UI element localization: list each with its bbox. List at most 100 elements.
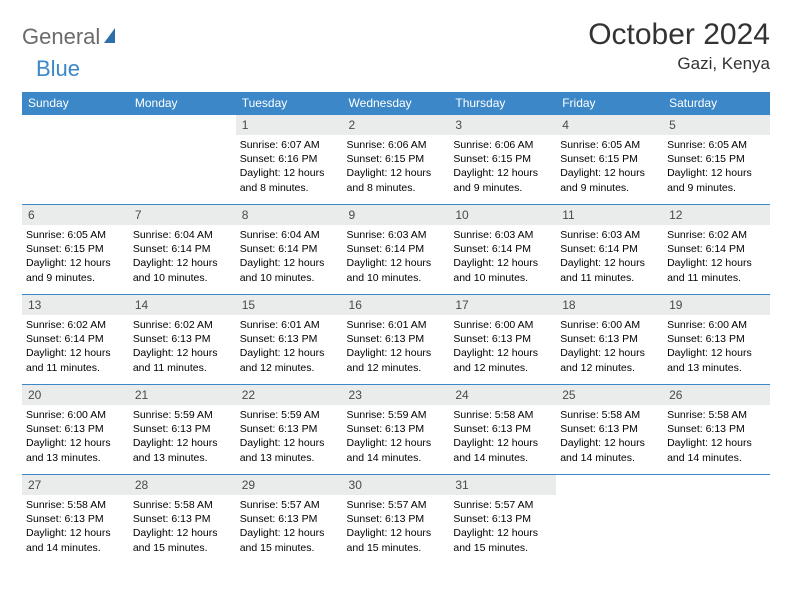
day-details: Sunrise: 6:03 AMSunset: 6:14 PMDaylight:… <box>449 225 556 288</box>
calendar-day-cell: 19Sunrise: 6:00 AMSunset: 6:13 PMDayligh… <box>663 295 770 385</box>
day-number: 15 <box>236 295 343 315</box>
day-number: 13 <box>22 295 129 315</box>
day-number: 26 <box>663 385 770 405</box>
day-details: Sunrise: 6:01 AMSunset: 6:13 PMDaylight:… <box>236 315 343 378</box>
day-header: Saturday <box>663 92 770 115</box>
calendar-table: SundayMondayTuesdayWednesdayThursdayFrid… <box>22 92 770 565</box>
calendar-day-cell: 12Sunrise: 6:02 AMSunset: 6:14 PMDayligh… <box>663 205 770 295</box>
day-number: 7 <box>129 205 236 225</box>
calendar-day-cell: 17Sunrise: 6:00 AMSunset: 6:13 PMDayligh… <box>449 295 556 385</box>
calendar-day-cell: 1Sunrise: 6:07 AMSunset: 6:16 PMDaylight… <box>236 115 343 205</box>
day-details: Sunrise: 6:00 AMSunset: 6:13 PMDaylight:… <box>663 315 770 378</box>
day-number: 1 <box>236 115 343 135</box>
calendar-day-cell: 23Sunrise: 5:59 AMSunset: 6:13 PMDayligh… <box>343 385 450 475</box>
day-header: Thursday <box>449 92 556 115</box>
calendar-day-cell: 18Sunrise: 6:00 AMSunset: 6:13 PMDayligh… <box>556 295 663 385</box>
calendar-day-cell: 29Sunrise: 5:57 AMSunset: 6:13 PMDayligh… <box>236 475 343 565</box>
day-number: 6 <box>22 205 129 225</box>
calendar-day-cell: .. <box>129 115 236 205</box>
calendar-day-cell: 13Sunrise: 6:02 AMSunset: 6:14 PMDayligh… <box>22 295 129 385</box>
calendar-week-row: 13Sunrise: 6:02 AMSunset: 6:14 PMDayligh… <box>22 295 770 385</box>
day-number: 20 <box>22 385 129 405</box>
day-details: Sunrise: 6:05 AMSunset: 6:15 PMDaylight:… <box>556 135 663 198</box>
calendar-day-cell: 14Sunrise: 6:02 AMSunset: 6:13 PMDayligh… <box>129 295 236 385</box>
day-number: 9 <box>343 205 450 225</box>
logo: General <box>22 18 124 50</box>
day-details: Sunrise: 5:58 AMSunset: 6:13 PMDaylight:… <box>556 405 663 468</box>
day-number: 22 <box>236 385 343 405</box>
day-number: 18 <box>556 295 663 315</box>
calendar-week-row: ....1Sunrise: 6:07 AMSunset: 6:16 PMDayl… <box>22 115 770 205</box>
day-number: 24 <box>449 385 556 405</box>
day-details: Sunrise: 5:58 AMSunset: 6:13 PMDaylight:… <box>129 495 236 558</box>
calendar-day-cell: 11Sunrise: 6:03 AMSunset: 6:14 PMDayligh… <box>556 205 663 295</box>
day-details: Sunrise: 6:00 AMSunset: 6:13 PMDaylight:… <box>556 315 663 378</box>
day-details: Sunrise: 6:04 AMSunset: 6:14 PMDaylight:… <box>129 225 236 288</box>
day-number: 3 <box>449 115 556 135</box>
calendar-day-cell: 5Sunrise: 6:05 AMSunset: 6:15 PMDaylight… <box>663 115 770 205</box>
calendar-day-cell: 9Sunrise: 6:03 AMSunset: 6:14 PMDaylight… <box>343 205 450 295</box>
day-details: Sunrise: 5:58 AMSunset: 6:13 PMDaylight:… <box>663 405 770 468</box>
day-number: 30 <box>343 475 450 495</box>
day-details: Sunrise: 5:57 AMSunset: 6:13 PMDaylight:… <box>449 495 556 558</box>
calendar-day-cell: 27Sunrise: 5:58 AMSunset: 6:13 PMDayligh… <box>22 475 129 565</box>
day-number: 17 <box>449 295 556 315</box>
calendar-body: ....1Sunrise: 6:07 AMSunset: 6:16 PMDayl… <box>22 115 770 565</box>
calendar-day-cell: 31Sunrise: 5:57 AMSunset: 6:13 PMDayligh… <box>449 475 556 565</box>
calendar-day-cell: .. <box>556 475 663 565</box>
day-number: 21 <box>129 385 236 405</box>
day-details: Sunrise: 6:06 AMSunset: 6:15 PMDaylight:… <box>449 135 556 198</box>
day-details: Sunrise: 6:01 AMSunset: 6:13 PMDaylight:… <box>343 315 450 378</box>
day-number: 25 <box>556 385 663 405</box>
sail-icon <box>102 27 122 48</box>
calendar-day-cell: 7Sunrise: 6:04 AMSunset: 6:14 PMDaylight… <box>129 205 236 295</box>
calendar-day-cell: 3Sunrise: 6:06 AMSunset: 6:15 PMDaylight… <box>449 115 556 205</box>
day-details: Sunrise: 5:57 AMSunset: 6:13 PMDaylight:… <box>343 495 450 558</box>
day-number: 29 <box>236 475 343 495</box>
day-header: Sunday <box>22 92 129 115</box>
day-number: 23 <box>343 385 450 405</box>
calendar-day-cell: 24Sunrise: 5:58 AMSunset: 6:13 PMDayligh… <box>449 385 556 475</box>
calendar-day-cell: 20Sunrise: 6:00 AMSunset: 6:13 PMDayligh… <box>22 385 129 475</box>
day-number: 31 <box>449 475 556 495</box>
day-details: Sunrise: 6:00 AMSunset: 6:13 PMDaylight:… <box>449 315 556 378</box>
day-details: Sunrise: 6:04 AMSunset: 6:14 PMDaylight:… <box>236 225 343 288</box>
logo-text-general: General <box>22 24 100 50</box>
day-details: Sunrise: 5:57 AMSunset: 6:13 PMDaylight:… <box>236 495 343 558</box>
day-number: 28 <box>129 475 236 495</box>
calendar-day-cell: 2Sunrise: 6:06 AMSunset: 6:15 PMDaylight… <box>343 115 450 205</box>
day-details: Sunrise: 5:58 AMSunset: 6:13 PMDaylight:… <box>22 495 129 558</box>
day-number: 16 <box>343 295 450 315</box>
calendar-day-cell: 8Sunrise: 6:04 AMSunset: 6:14 PMDaylight… <box>236 205 343 295</box>
day-details: Sunrise: 5:59 AMSunset: 6:13 PMDaylight:… <box>129 405 236 468</box>
day-details: Sunrise: 6:07 AMSunset: 6:16 PMDaylight:… <box>236 135 343 198</box>
day-header: Friday <box>556 92 663 115</box>
calendar-day-cell: 10Sunrise: 6:03 AMSunset: 6:14 PMDayligh… <box>449 205 556 295</box>
day-details: Sunrise: 6:03 AMSunset: 6:14 PMDaylight:… <box>556 225 663 288</box>
calendar-day-cell: 28Sunrise: 5:58 AMSunset: 6:13 PMDayligh… <box>129 475 236 565</box>
day-details: Sunrise: 6:05 AMSunset: 6:15 PMDaylight:… <box>22 225 129 288</box>
logo-text-blue: Blue <box>36 56 80 81</box>
day-number: 4 <box>556 115 663 135</box>
day-number: 12 <box>663 205 770 225</box>
calendar-day-cell: 22Sunrise: 5:59 AMSunset: 6:13 PMDayligh… <box>236 385 343 475</box>
day-number: 27 <box>22 475 129 495</box>
day-details: Sunrise: 6:03 AMSunset: 6:14 PMDaylight:… <box>343 225 450 288</box>
location-label: Gazi, Kenya <box>588 54 770 74</box>
calendar-day-cell: 15Sunrise: 6:01 AMSunset: 6:13 PMDayligh… <box>236 295 343 385</box>
day-details: Sunrise: 5:58 AMSunset: 6:13 PMDaylight:… <box>449 405 556 468</box>
calendar-day-cell: 25Sunrise: 5:58 AMSunset: 6:13 PMDayligh… <box>556 385 663 475</box>
calendar-week-row: 6Sunrise: 6:05 AMSunset: 6:15 PMDaylight… <box>22 205 770 295</box>
calendar-day-cell: 6Sunrise: 6:05 AMSunset: 6:15 PMDaylight… <box>22 205 129 295</box>
day-details: Sunrise: 6:05 AMSunset: 6:15 PMDaylight:… <box>663 135 770 198</box>
day-number: 11 <box>556 205 663 225</box>
calendar-week-row: 20Sunrise: 6:00 AMSunset: 6:13 PMDayligh… <box>22 385 770 475</box>
day-details: Sunrise: 5:59 AMSunset: 6:13 PMDaylight:… <box>236 405 343 468</box>
calendar-day-cell: 4Sunrise: 6:05 AMSunset: 6:15 PMDaylight… <box>556 115 663 205</box>
day-header: Monday <box>129 92 236 115</box>
day-details: Sunrise: 6:02 AMSunset: 6:14 PMDaylight:… <box>22 315 129 378</box>
day-number: 8 <box>236 205 343 225</box>
day-header: Wednesday <box>343 92 450 115</box>
day-number: 10 <box>449 205 556 225</box>
day-details: Sunrise: 6:02 AMSunset: 6:14 PMDaylight:… <box>663 225 770 288</box>
